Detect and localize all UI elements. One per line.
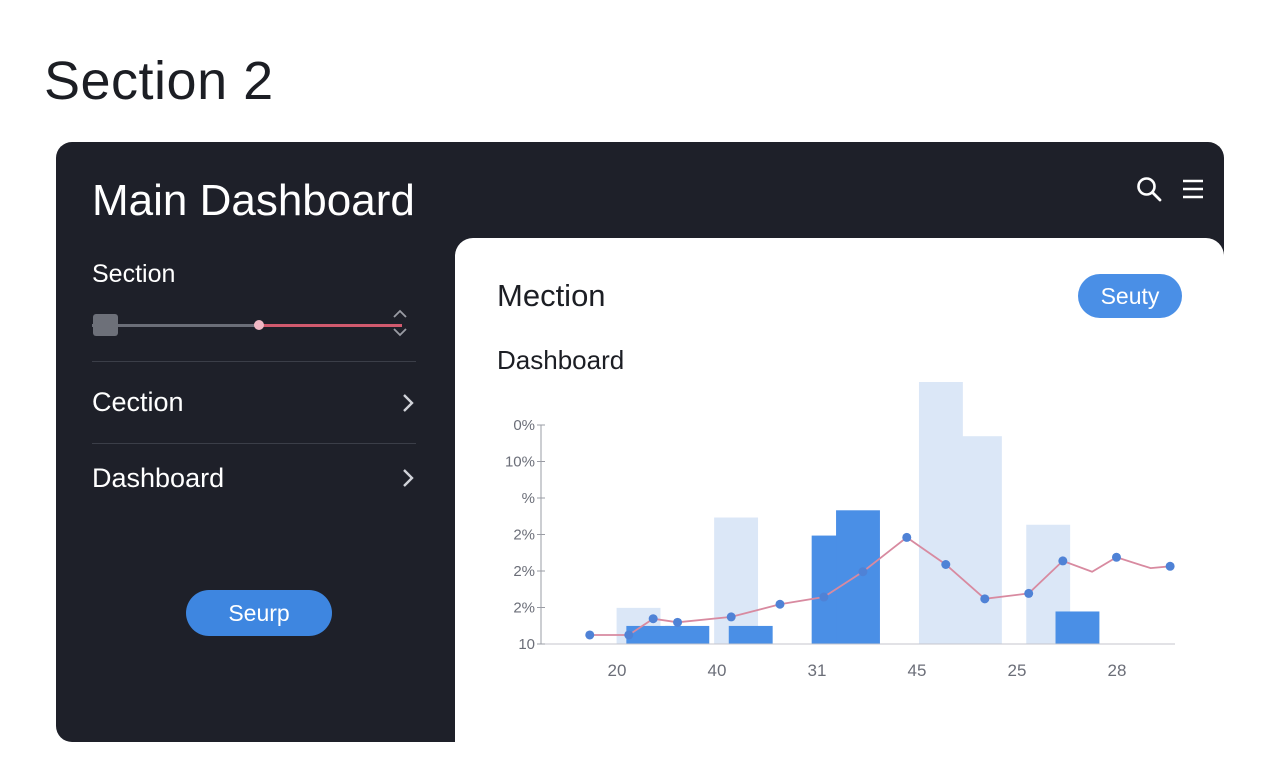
- chart-point: [673, 617, 683, 627]
- y-tick-label: 0%: [513, 417, 535, 434]
- chart-bar: [665, 625, 710, 644]
- page-heading: Section 2: [44, 51, 274, 111]
- dashboard-chart: 0% 10%% 2% 2% 2% 10 20 40 31 45 25 28: [505, 382, 1175, 680]
- content-card: Mection Seuty Dashboard 0% 10%% 2% 2% 2% 10 20…: [455, 238, 1224, 758]
- chart-point: [775, 599, 785, 609]
- slider-track[interactable]: [92, 324, 392, 327]
- x-tick-label: 40: [708, 661, 727, 680]
- sidebar-item-cection[interactable]: Cection: [92, 362, 416, 444]
- sidebar-item-label: Cection: [92, 387, 184, 417]
- y-tick-label: 10: [518, 636, 535, 653]
- chart-point: [1024, 588, 1034, 598]
- chart-point: [902, 532, 912, 542]
- chart-point: [1111, 552, 1121, 562]
- chart-bar-background: [714, 517, 759, 644]
- seurp-button[interactable]: Seurp: [186, 590, 332, 636]
- slider-handle[interactable]: [254, 320, 264, 330]
- search-icon[interactable]: [1136, 176, 1162, 202]
- y-tick-label: 2%: [513, 527, 535, 544]
- chart-bar: [1055, 611, 1100, 644]
- chart-point: [585, 630, 595, 640]
- chart-point: [726, 612, 736, 622]
- card-title: Mection: [497, 278, 606, 313]
- y-tick-label: %: [522, 490, 535, 507]
- chart-point: [858, 567, 868, 577]
- chart-point: [648, 614, 658, 624]
- chart-point: [980, 594, 990, 604]
- sidebar: Section Cection Dashboard: [92, 260, 416, 512]
- chart-bar: [626, 625, 671, 644]
- x-tick-label: 31: [808, 661, 827, 680]
- chart-bar-background: [918, 382, 963, 644]
- slider-handle-start[interactable]: [93, 314, 118, 336]
- chart-point: [624, 630, 634, 640]
- seuty-button[interactable]: Seuty: [1078, 274, 1182, 318]
- y-tick-label: 10%: [505, 454, 535, 471]
- dashboard-panel: Main Dashboard Section: [56, 142, 1224, 758]
- chevron-right-icon: [403, 469, 414, 487]
- chart-point: [941, 559, 951, 569]
- sidebar-divider: [92, 361, 416, 362]
- y-tick-label: 2%: [513, 600, 535, 617]
- chart-bar: [836, 510, 880, 644]
- menu-icon[interactable]: [1180, 176, 1206, 202]
- top-icons: [1136, 176, 1206, 202]
- chart-point: [1165, 561, 1175, 571]
- x-tick-label: 20: [608, 661, 627, 680]
- y-tick-label: 2%: [513, 563, 535, 580]
- chart-point: [819, 592, 829, 602]
- chart-bar: [728, 625, 773, 644]
- stepper-arrows-icon[interactable]: [392, 305, 408, 341]
- panel-title: Main Dashboard: [92, 176, 415, 225]
- slider-label: Section: [92, 260, 176, 288]
- x-tick-label: 45: [908, 661, 927, 680]
- sidebar-item-dashboard[interactable]: Dashboard: [92, 444, 416, 512]
- x-tick-label: 25: [1008, 661, 1027, 680]
- slider-fill: [258, 324, 402, 327]
- chart-bar-background: [957, 436, 1002, 644]
- chevron-right-icon: [403, 393, 414, 412]
- card-subtitle: Dashboard: [497, 345, 625, 375]
- chart-point: [1058, 556, 1068, 566]
- x-tick-label: 28: [1108, 661, 1127, 680]
- sidebar-item-label: Dashboard: [92, 462, 225, 493]
- section-slider[interactable]: [92, 309, 408, 341]
